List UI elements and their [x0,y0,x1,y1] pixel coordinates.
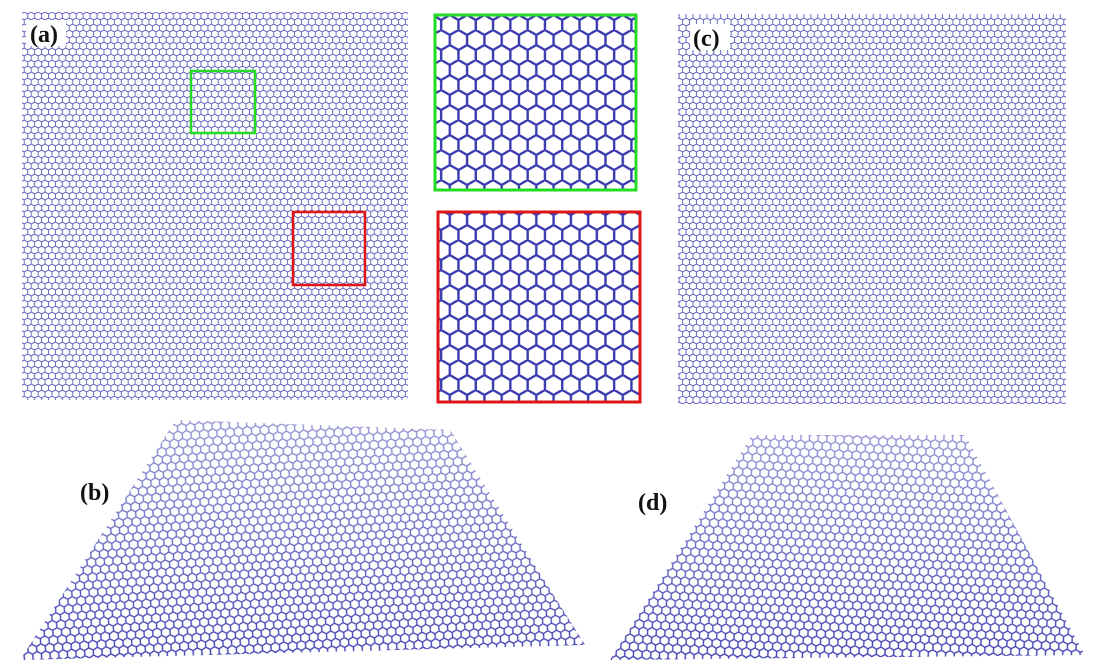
label-bg [26,20,66,46]
panel-label: (c) [693,26,720,52]
label-bg [690,24,730,50]
surface-d-shade [610,435,1085,660]
zoom-box-green [189,69,257,135]
lattice-a [22,12,408,400]
lattice-c [678,14,1066,404]
zoom-red [436,210,642,404]
surface-b-shade [20,420,585,660]
zoom-green [433,13,638,192]
panel-label: (a) [30,22,58,48]
panel-label: (b) [80,480,109,506]
zoom-box-red [291,210,367,287]
panel-label: (d) [638,490,667,516]
